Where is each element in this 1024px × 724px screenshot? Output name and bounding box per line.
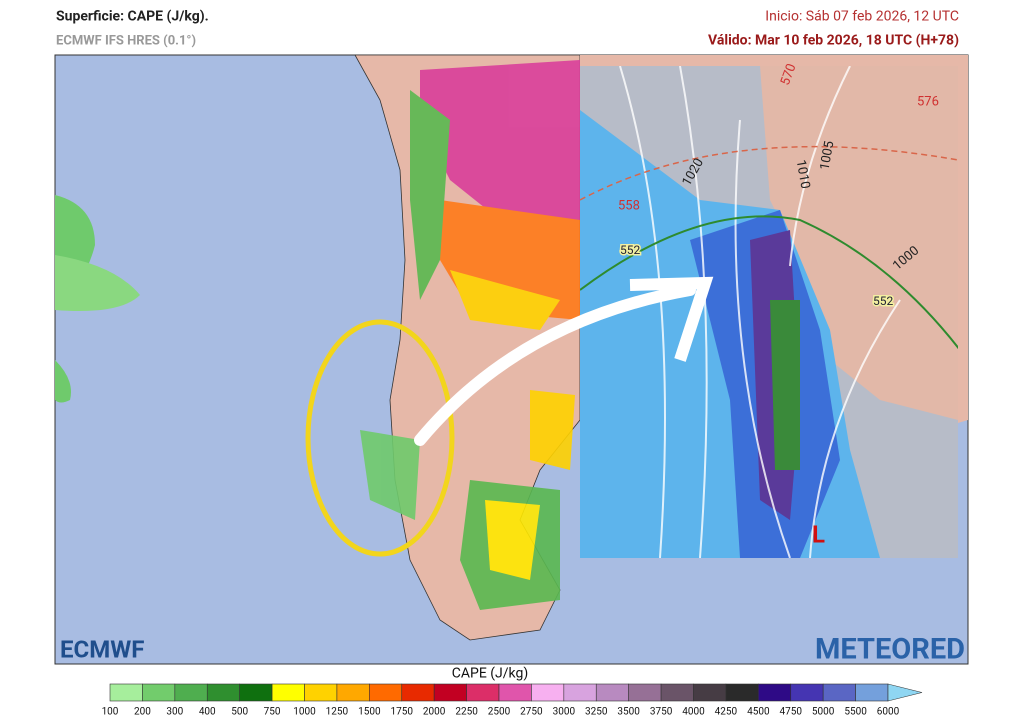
colorbar-box — [401, 683, 435, 702]
colorbar-box — [336, 683, 370, 702]
colorbar-box — [271, 683, 305, 702]
colorbar-tick-label: 1000 — [293, 707, 316, 718]
colorbar-tick-label: 300 — [166, 707, 183, 718]
colorbar-box — [206, 683, 240, 702]
logo-ecmwf: ECMWF — [60, 635, 144, 663]
colorbar-box — [466, 683, 500, 702]
colorbar-tick-label: 3250 — [585, 707, 608, 718]
isobar-label: 1010 — [793, 159, 813, 190]
logo-meteored: METEORED — [815, 633, 965, 667]
ocean-cape — [55, 195, 140, 403]
height-label: 558 — [618, 198, 640, 213]
colorbar-box — [304, 683, 338, 702]
colorbar-box — [498, 683, 532, 702]
colorbar-tick-label: 5000 — [812, 707, 835, 718]
colorbar-tick-label: 3750 — [650, 707, 673, 718]
height-label: 576 — [917, 94, 939, 109]
colorbar-tick-label: 4250 — [715, 707, 738, 718]
colorbar-tick-label: 2500 — [488, 707, 511, 718]
height-label: 552 — [873, 294, 893, 308]
colorbar-tick-label: 3000 — [553, 707, 576, 718]
colorbar-tick-label: 1250 — [326, 707, 349, 718]
colorbar-tick-label: 200 — [134, 707, 151, 718]
colorbar-tick-label: 2000 — [423, 707, 446, 718]
arrow — [414, 284, 696, 446]
colorbar-box — [628, 683, 662, 702]
colorbar-box — [531, 683, 565, 702]
colorbar-box — [822, 683, 856, 702]
colorbar-box — [142, 683, 176, 702]
inset-map — [580, 66, 958, 558]
colorbar-box — [239, 683, 273, 702]
colorbar-tick-label: 4000 — [682, 707, 705, 718]
highlight-circle — [305, 319, 455, 557]
colorbar-box — [595, 683, 629, 702]
valid-time: Válido: Mar 10 feb 2026, 18 UTC (H+78) — [708, 33, 959, 49]
colorbar-box — [855, 683, 889, 702]
init-time: Inicio: Sáb 07 feb 2026, 12 UTC — [765, 9, 959, 25]
colorbar-tick-label: 400 — [199, 707, 216, 718]
colorbar-tick-label: 3500 — [617, 707, 640, 718]
colorbar-tick-label: 1750 — [391, 707, 414, 718]
colorbar-tick-label: 5500 — [844, 707, 867, 718]
colorbar-extend — [887, 683, 923, 702]
colorbar-box — [563, 683, 597, 702]
colorbar-label: CAPE (J/kg) — [452, 666, 529, 682]
colorbar-box — [660, 683, 694, 702]
model: ECMWF IFS HRES (0.1°) — [56, 33, 196, 48]
title: Superficie: CAPE (J/kg). — [56, 9, 209, 25]
colorbar-tick-label: 750 — [264, 707, 281, 718]
colorbar-box — [758, 683, 792, 702]
colorbar-box — [725, 683, 759, 702]
colorbar-tick-label: 6000 — [877, 707, 900, 718]
colorbar-box — [790, 683, 824, 702]
colorbar-tick-label: 2750 — [520, 707, 543, 718]
colorbar-box — [369, 683, 403, 702]
colorbar-tick-label: 100 — [102, 707, 119, 718]
colorbar-tick-label: 1500 — [358, 707, 381, 718]
colorbar-tick-label: 500 — [231, 707, 248, 718]
colorbar-box — [433, 683, 467, 702]
height-label: 552 — [620, 243, 640, 257]
colorbar-tick-label: 2250 — [455, 707, 478, 718]
colorbar-box — [174, 683, 208, 702]
height-label: 570 — [778, 62, 800, 88]
isobar-label: 1005 — [818, 140, 838, 171]
colorbar-box — [693, 683, 727, 702]
colorbar-box — [109, 683, 143, 702]
arrow-head — [629, 276, 714, 362]
colorbar-tick-label: 4750 — [780, 707, 803, 718]
colorbar-tick-label: 4500 — [747, 707, 770, 718]
cape-field — [360, 60, 580, 610]
low-marker: L — [812, 520, 825, 548]
colorbar: 100 200 300 400 500 750 1000 1250 1500 1750 2000 22… — [102, 683, 923, 718]
